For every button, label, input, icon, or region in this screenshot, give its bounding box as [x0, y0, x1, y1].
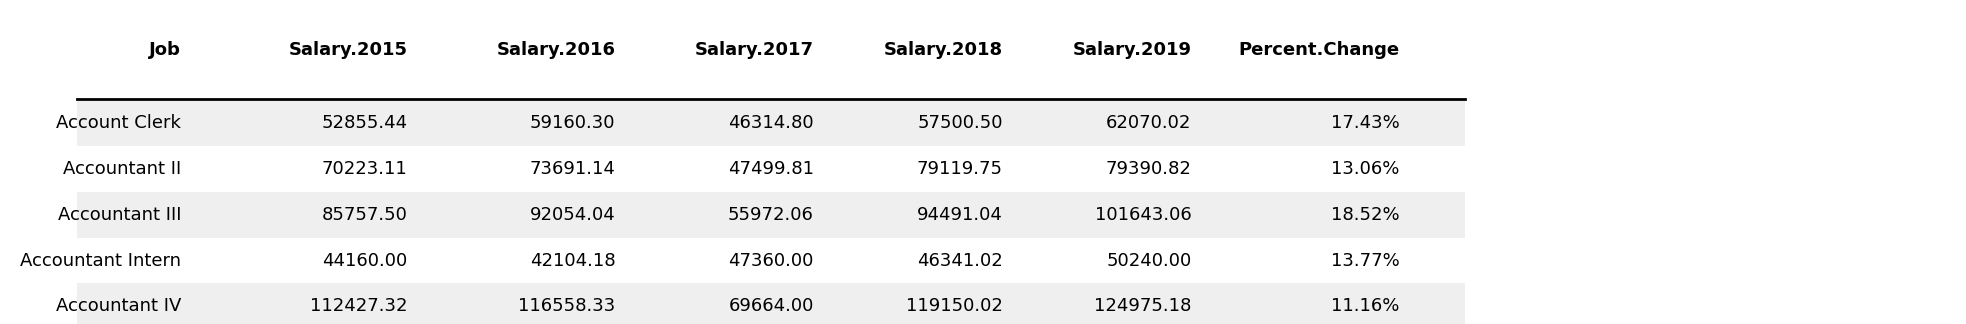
Text: 46341.02: 46341.02 — [916, 252, 1003, 270]
Text: Percent.Change: Percent.Change — [1239, 41, 1400, 59]
Text: 13.77%: 13.77% — [1331, 252, 1400, 270]
Text: 47499.81: 47499.81 — [727, 160, 814, 178]
Text: 70223.11: 70223.11 — [322, 160, 407, 178]
Text: 73691.14: 73691.14 — [529, 160, 615, 178]
Text: Accountant Intern: Accountant Intern — [20, 252, 181, 270]
Text: Salary.2015: Salary.2015 — [289, 41, 407, 59]
Text: 69664.00: 69664.00 — [729, 297, 814, 315]
Text: 112427.32: 112427.32 — [311, 297, 407, 315]
FancyBboxPatch shape — [77, 284, 1465, 324]
Text: 79119.75: 79119.75 — [916, 160, 1003, 178]
Text: Account Clerk: Account Clerk — [57, 114, 181, 132]
Text: 92054.04: 92054.04 — [529, 206, 615, 224]
Text: 47360.00: 47360.00 — [729, 252, 814, 270]
Text: 124975.18: 124975.18 — [1095, 297, 1191, 315]
FancyBboxPatch shape — [77, 192, 1465, 238]
Text: 52855.44: 52855.44 — [322, 114, 407, 132]
Text: 119150.02: 119150.02 — [906, 297, 1003, 315]
Text: 42104.18: 42104.18 — [531, 252, 615, 270]
Text: 79390.82: 79390.82 — [1105, 160, 1191, 178]
Text: 101643.06: 101643.06 — [1095, 206, 1191, 224]
Text: 59160.30: 59160.30 — [531, 114, 615, 132]
Text: 11.16%: 11.16% — [1331, 297, 1400, 315]
Text: 46314.80: 46314.80 — [727, 114, 814, 132]
Text: Accountant II: Accountant II — [63, 160, 181, 178]
Text: 50240.00: 50240.00 — [1107, 252, 1191, 270]
Text: Salary.2018: Salary.2018 — [883, 41, 1003, 59]
FancyBboxPatch shape — [77, 238, 1465, 284]
Text: 116558.33: 116558.33 — [519, 297, 615, 315]
Text: Salary.2017: Salary.2017 — [694, 41, 814, 59]
Text: 85757.50: 85757.50 — [322, 206, 407, 224]
Text: 13.06%: 13.06% — [1331, 160, 1400, 178]
Text: 62070.02: 62070.02 — [1107, 114, 1191, 132]
Text: 57500.50: 57500.50 — [918, 114, 1003, 132]
FancyBboxPatch shape — [77, 146, 1465, 192]
Text: Accountant IV: Accountant IV — [55, 297, 181, 315]
Text: 94491.04: 94491.04 — [916, 206, 1003, 224]
Text: Accountant III: Accountant III — [57, 206, 181, 224]
Text: 17.43%: 17.43% — [1331, 114, 1400, 132]
Text: 44160.00: 44160.00 — [322, 252, 407, 270]
FancyBboxPatch shape — [77, 100, 1465, 146]
Text: Job: Job — [149, 41, 181, 59]
Text: Salary.2019: Salary.2019 — [1073, 41, 1191, 59]
Text: 55972.06: 55972.06 — [727, 206, 814, 224]
Text: 18.52%: 18.52% — [1331, 206, 1400, 224]
Text: Salary.2016: Salary.2016 — [497, 41, 615, 59]
